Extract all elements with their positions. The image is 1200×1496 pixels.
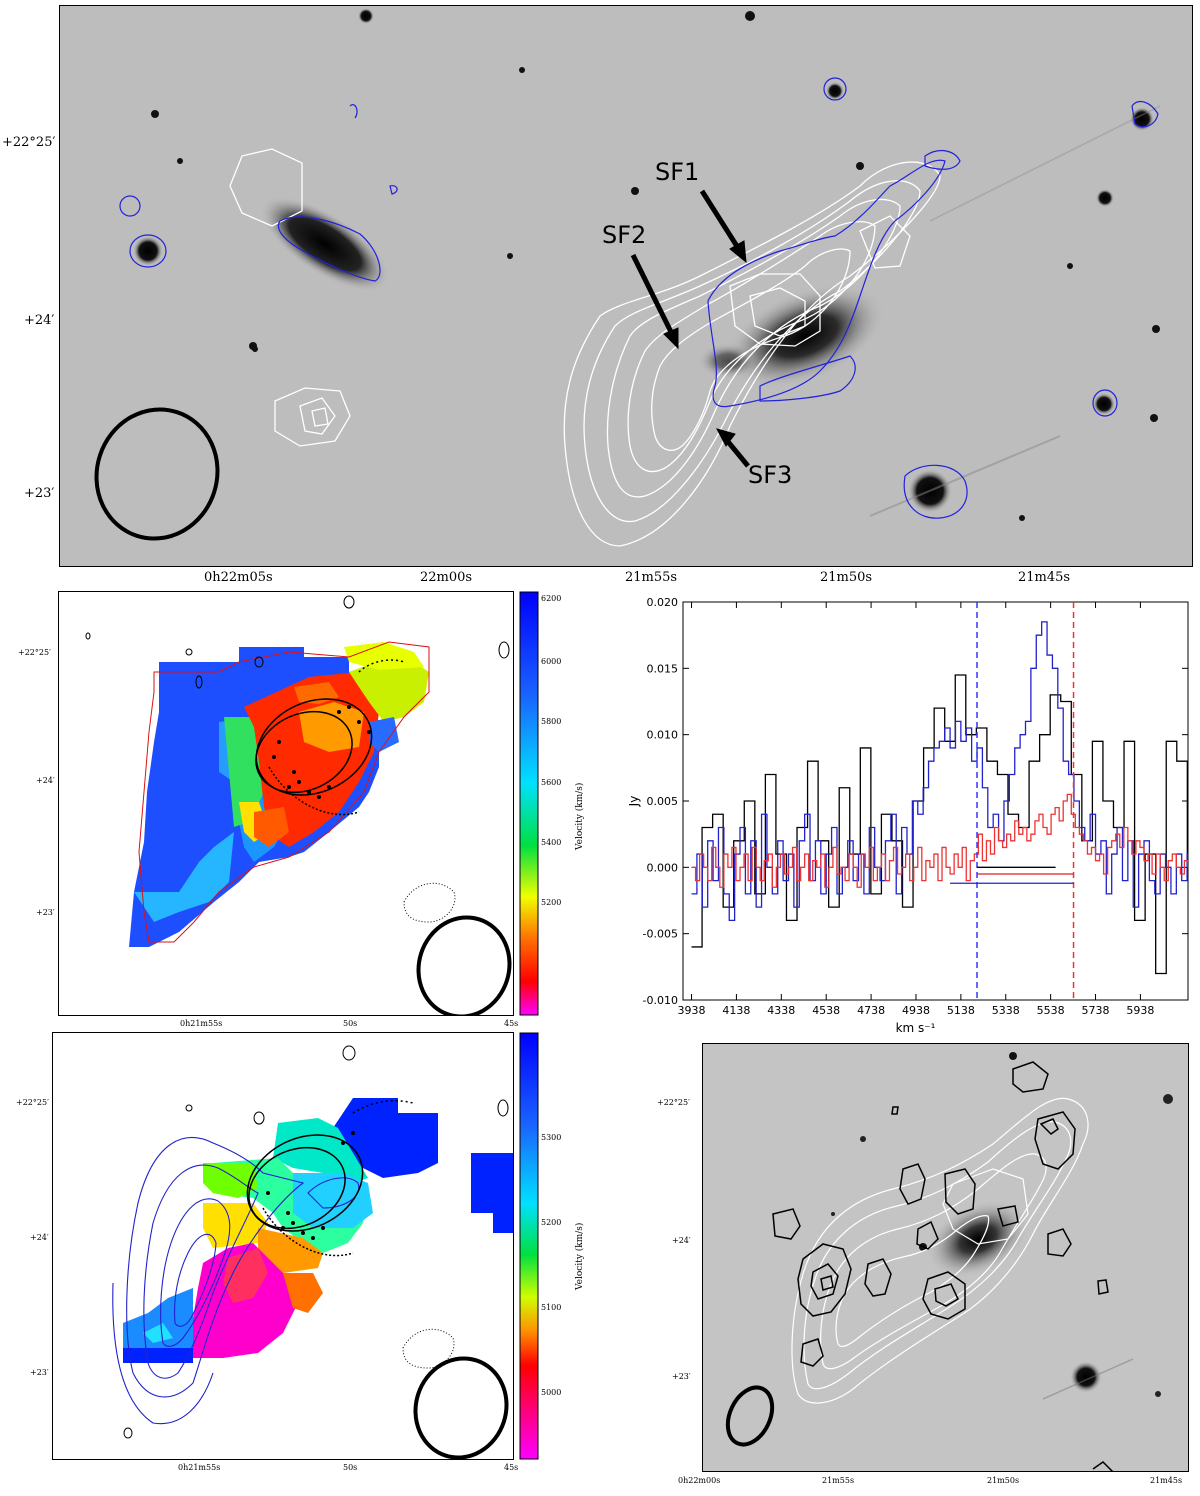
beam-ellipse-b (413, 1356, 509, 1459)
mom1a-dec-tick-0: +22°25′ (18, 648, 51, 657)
optical-contours-blue (119, 77, 1159, 519)
x-tick-label: 5138 (947, 1004, 975, 1017)
colorbar-a-tick-0: 6200 (541, 594, 562, 603)
top-image-overlay (94, 8, 1161, 547)
contours-black-b (772, 1061, 1114, 1471)
spectrum-chart: 0.020 0.015 0.010 0.005 0.000 -0.005 -0.010393… (627, 596, 1189, 1035)
top-ra-tick-3: 21m50s (820, 570, 873, 585)
star (358, 8, 374, 24)
colorbar-a-tick-4: 5400 (541, 838, 562, 847)
mom1b-ra-tick-2: 45s (504, 1463, 519, 1472)
galaxy-speckles-b (266, 1131, 355, 1240)
colorbar-a-tick-3: 5600 (541, 778, 562, 787)
br-dec-tick-0: +22°25′ (657, 1098, 690, 1107)
x-tick-label: 5938 (1126, 1004, 1154, 1017)
star (1070, 1361, 1102, 1393)
mom1a-ra-tick-1: 50s (343, 1019, 358, 1028)
x-tick-label: 3938 (678, 1004, 706, 1017)
star (1096, 189, 1114, 207)
y-tick-label: 0.015 (647, 662, 679, 675)
mom1b-ra-tick-1: 50s (343, 1463, 358, 1472)
bottom-right-image-panel (702, 1043, 1189, 1472)
colorbar-a (519, 591, 539, 1016)
galaxy-speckles-a (272, 705, 371, 799)
x-tick-label: 4138 (722, 1004, 750, 1017)
colorbar-a-tick-1: 6000 (541, 657, 562, 666)
br-ra-tick-0: 0h22m00s (678, 1476, 721, 1485)
hi-contours-b (112, 1137, 360, 1425)
galaxy-contour-a (255, 659, 405, 816)
colorbar-b-tick-2: 5100 (541, 1303, 562, 1312)
x-tick-label: 5738 (1082, 1004, 1110, 1017)
top-optical-image-panel: SF1 SF2 SF3 (59, 5, 1193, 567)
colorbar-b (519, 1032, 539, 1460)
colorbar-b-tick-1: 5200 (541, 1218, 562, 1227)
star (133, 236, 163, 266)
spectrum-series-2 (691, 793, 1188, 888)
top-dec-tick-2: +23′ (24, 486, 55, 501)
mom1b-dec-tick-1: +24′ (30, 1233, 49, 1242)
y-tick-label: 0.005 (647, 795, 679, 808)
beam-ellipse (94, 407, 220, 541)
top-ra-tick-0: 0h22m05s (204, 570, 273, 585)
spectrum-series-1 (691, 621, 1188, 922)
x-axis-label: km s⁻¹ (896, 1021, 936, 1035)
label-sf1: SF1 (655, 158, 700, 186)
br-ra-tick-2: 21m50s (987, 1476, 1020, 1485)
br-ra-tick-1: 21m55s (822, 1476, 855, 1485)
top-dec-tick-0: +22°25′ (2, 135, 56, 150)
star (1093, 393, 1115, 415)
y-tick-label: 0.020 (647, 596, 679, 609)
x-tick-label: 4738 (857, 1004, 885, 1017)
galaxy-contour-b (246, 1099, 414, 1257)
label-sf2: SF2 (602, 221, 647, 249)
mom1b-dec-tick-0: +22°25′ (16, 1098, 49, 1107)
x-tick-label: 5338 (992, 1004, 1020, 1017)
mom1b-dec-tick-2: +23′ (30, 1368, 49, 1377)
x-tick-label: 5538 (1037, 1004, 1065, 1017)
br-ra-tick-3: 21m45s (1150, 1476, 1183, 1485)
mom1a-dec-tick-1: +24′ (36, 776, 55, 785)
mom1a-ra-tick-2: 45s (504, 1019, 519, 1028)
velocity-map-panel-a (58, 591, 514, 1016)
y-tick-label: 0.010 (647, 729, 679, 742)
velocity-map-panel-b (52, 1032, 514, 1460)
colorbar-b-title: Velocity (km/s) (575, 1222, 585, 1290)
y-tick-label: 0.000 (647, 861, 679, 874)
hi-contours-white (229, 148, 941, 547)
y-tick-label: -0.010 (643, 994, 678, 1007)
colorbar-a-tick-2: 5800 (541, 717, 562, 726)
top-ra-tick-4: 21m45s (1018, 570, 1071, 585)
mom1b-ra-tick-0: 0h21m55s (178, 1463, 221, 1472)
star (826, 82, 844, 100)
top-dec-tick-1: +24′ (24, 313, 55, 328)
beam-ellipse-c (725, 1385, 775, 1447)
right-galaxy (724, 283, 886, 389)
mom1a-ra-tick-0: 0h21m55s (180, 1019, 223, 1028)
mom1a-dec-tick-2: +23′ (36, 908, 55, 917)
top-ra-tick-2: 21m55s (625, 570, 678, 585)
y-axis-label: Jy (627, 796, 641, 808)
br-dec-tick-2: +23′ (672, 1372, 691, 1381)
x-tick-label: 4938 (902, 1004, 930, 1017)
br-dec-tick-1: +24′ (672, 1236, 691, 1245)
colorbar-a-tick-5: 5200 (541, 898, 562, 907)
colorbar-a-title: Velocity (km/s) (575, 782, 585, 850)
beam-ellipse-a (416, 915, 512, 1015)
label-sf3: SF3 (748, 461, 793, 489)
annotation-arrows (630, 189, 750, 468)
x-tick-label: 4338 (767, 1004, 795, 1017)
y-tick-label: -0.005 (643, 928, 678, 941)
colorbar-b-tick-3: 5000 (541, 1388, 562, 1397)
colorbar-b-tick-0: 5300 (541, 1133, 562, 1142)
x-tick-label: 4538 (812, 1004, 840, 1017)
hi-contours-white-b (791, 1097, 1089, 1404)
top-ra-tick-1: 22m00s (420, 570, 473, 585)
bottom-right-overlay (725, 1052, 1173, 1471)
left-galaxy (260, 196, 390, 292)
spectrum-series-0 (691, 674, 1188, 975)
velocity-map-a-svg (85, 595, 512, 1015)
velocity-map-b-svg (112, 1045, 513, 1459)
